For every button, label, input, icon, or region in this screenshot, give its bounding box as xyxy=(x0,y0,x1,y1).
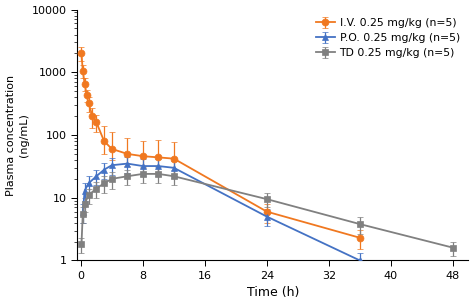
Y-axis label: Plasma concentration
(ng/mL): Plasma concentration (ng/mL) xyxy=(6,74,29,196)
Legend: I.V. 0.25 mg/kg (n=5), P.O. 0.25 mg/kg (n=5), TD 0.25 mg/kg (n=5): I.V. 0.25 mg/kg (n=5), P.O. 0.25 mg/kg (… xyxy=(312,15,463,61)
X-axis label: Time (h): Time (h) xyxy=(246,286,299,300)
